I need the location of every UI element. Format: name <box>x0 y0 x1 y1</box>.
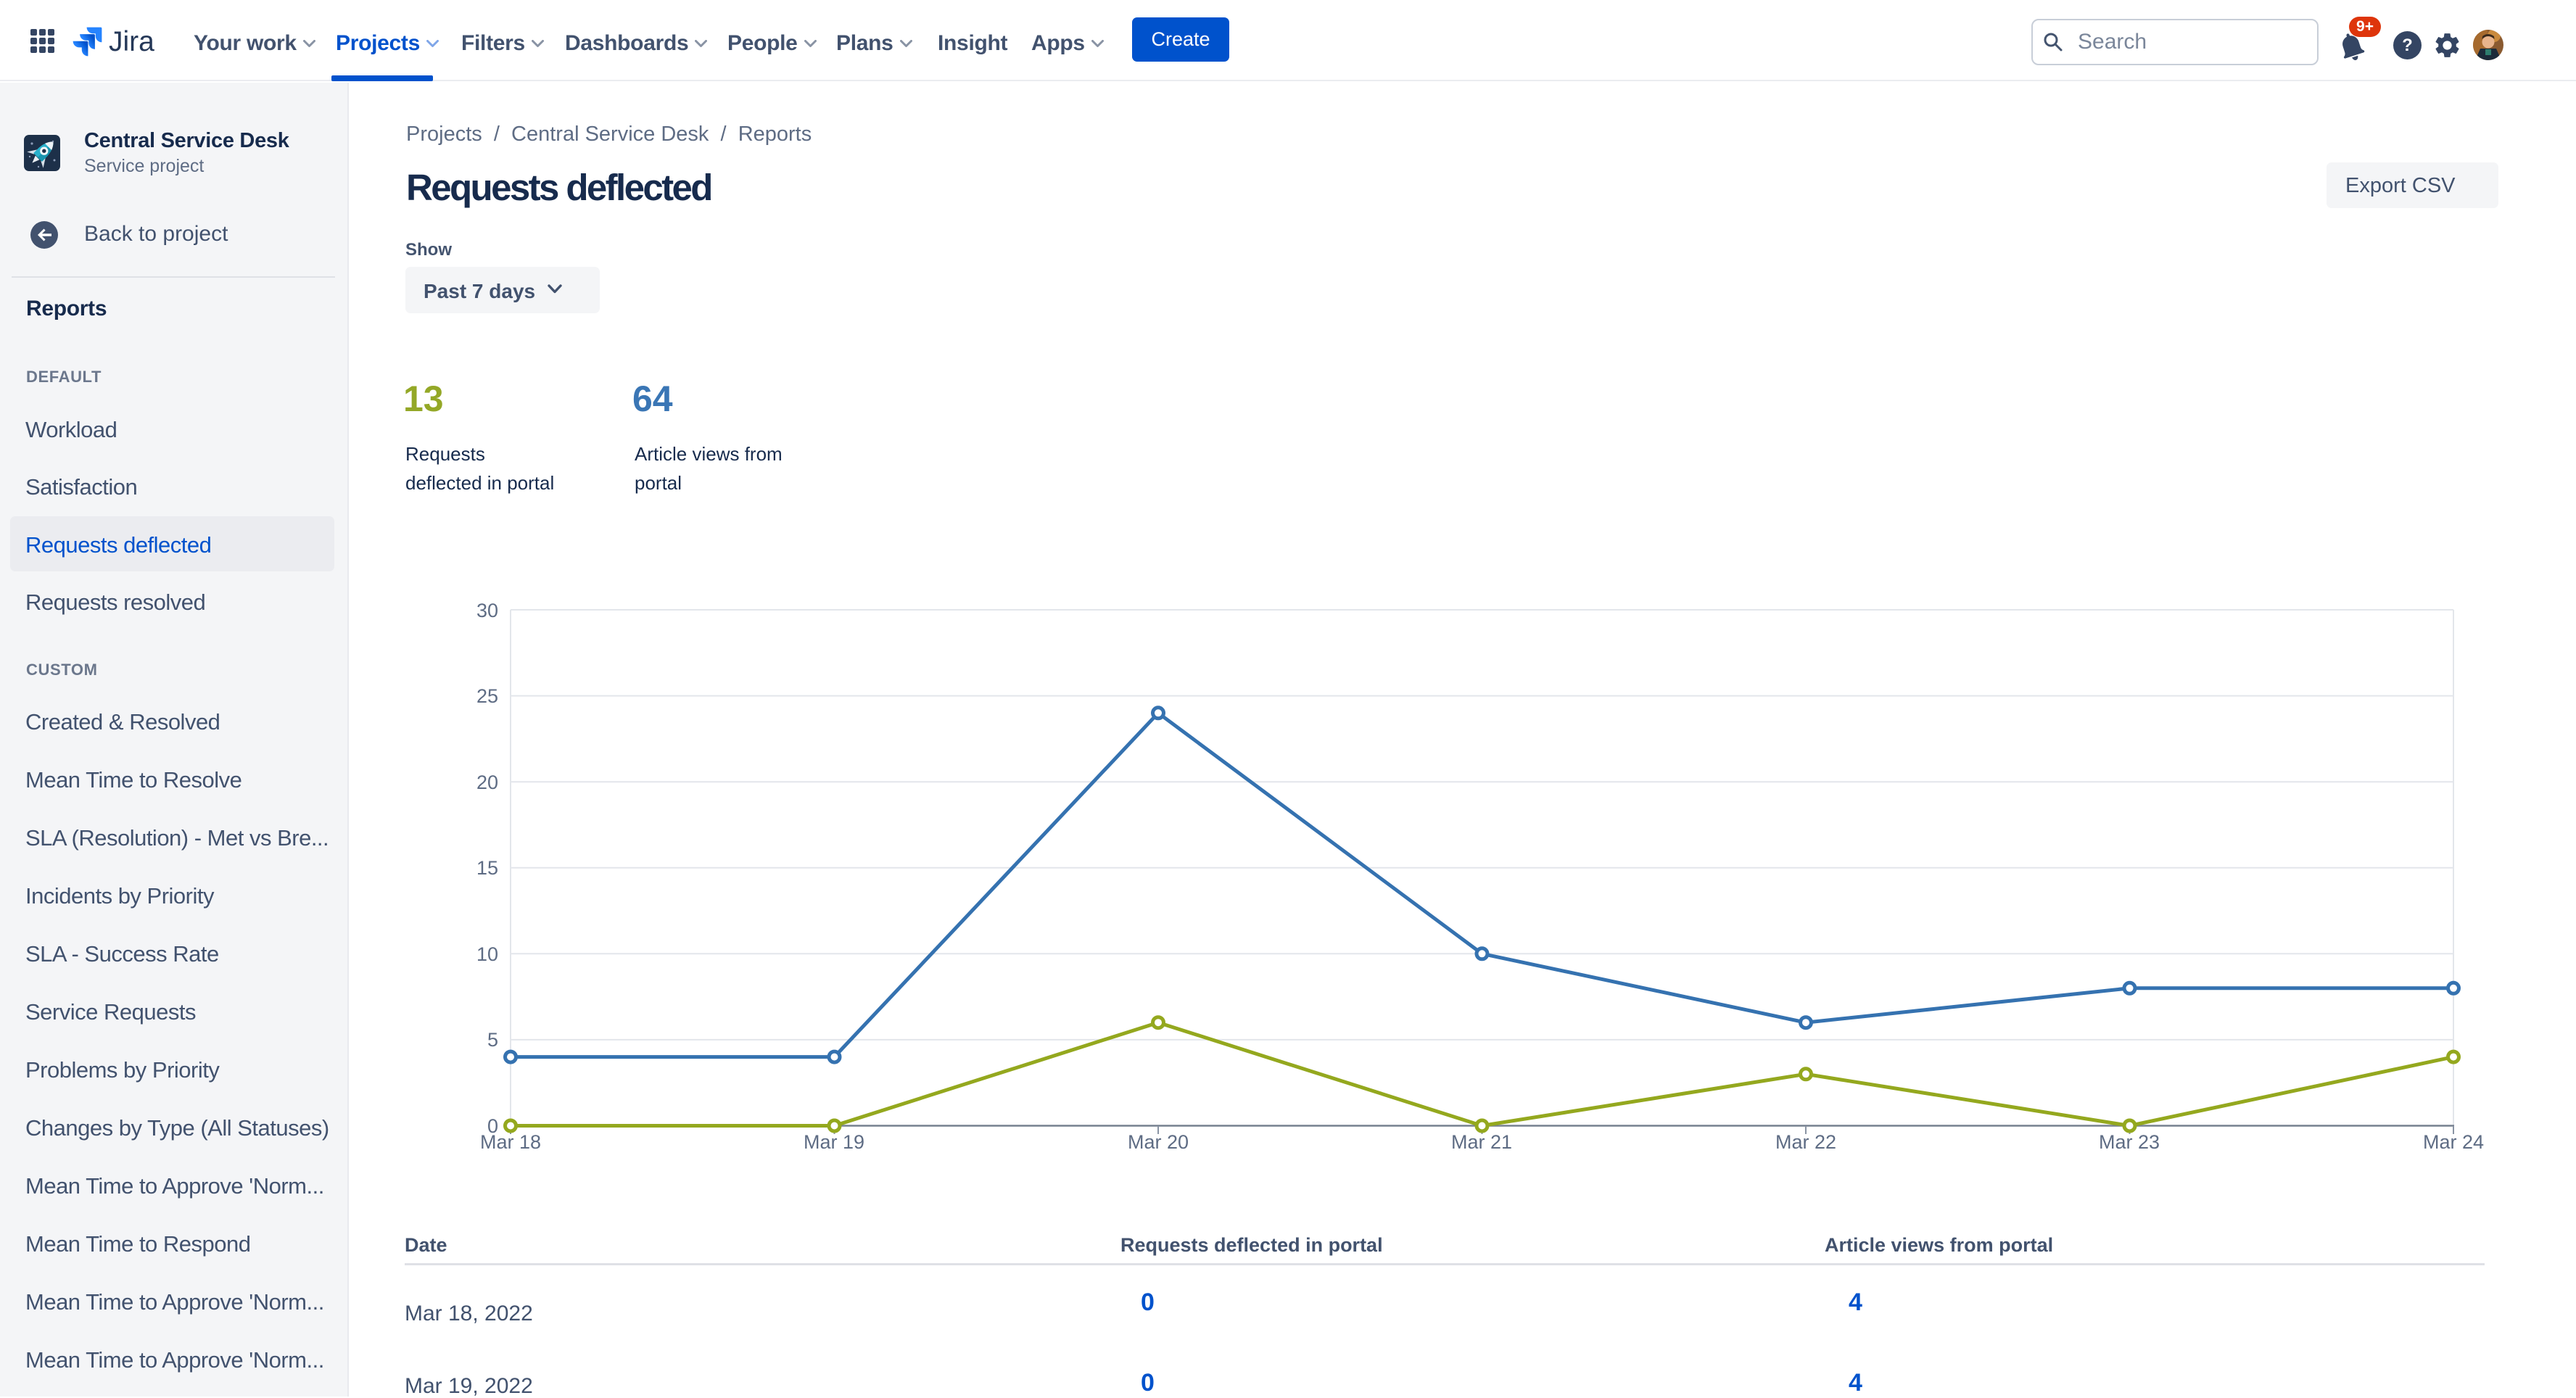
svg-text:Mar 23: Mar 23 <box>2099 1131 2160 1153</box>
svg-text:Mar 21: Mar 21 <box>1451 1131 1512 1153</box>
svg-text:30: 30 <box>476 600 498 621</box>
svg-text:Mar 22: Mar 22 <box>1775 1131 1836 1153</box>
svg-text:25: 25 <box>476 685 498 707</box>
svg-text:15: 15 <box>476 857 498 879</box>
svg-text:20: 20 <box>476 772 498 793</box>
svg-text:5: 5 <box>487 1029 498 1051</box>
svg-text:0: 0 <box>487 1115 498 1137</box>
svg-text:Mar 19: Mar 19 <box>804 1131 864 1153</box>
svg-text:Mar 18: Mar 18 <box>480 1131 541 1153</box>
svg-text:10: 10 <box>476 943 498 965</box>
svg-text:Mar 24: Mar 24 <box>2423 1131 2484 1153</box>
svg-text:Mar 20: Mar 20 <box>1128 1131 1189 1153</box>
